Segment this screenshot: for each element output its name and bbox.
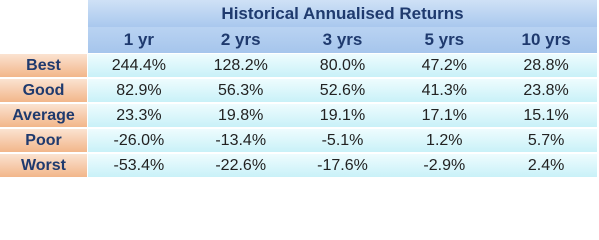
table-cell: 19.8% [189,104,292,128]
table-cell: -5.1% [291,129,394,153]
table-cell: 28.8% [495,54,597,78]
table-cell: 47.2% [393,54,496,78]
table-cell: -53.4% [88,154,190,178]
returns-table: Historical Annualised Returns 1 yr 2 yrs 3… [0,0,597,178]
table-cell: -26.0% [88,129,190,153]
table-cell: -17.6% [291,154,394,178]
row-label: Poor [0,129,87,153]
table-cell: 41.3% [393,79,496,103]
row-label: Best [0,54,87,78]
table-cell: 2.4% [495,154,597,178]
row-label: Good [0,79,87,103]
table-cell: 23.3% [88,104,190,128]
table-cell: -2.9% [393,154,496,178]
table-cell: 5.7% [495,129,597,153]
table-cell: 244.4% [88,54,190,78]
table-cell: -13.4% [189,129,292,153]
table-cell: 15.1% [495,104,597,128]
table-cell: 82.9% [88,79,190,103]
column-header: 10 yrs [495,27,597,53]
table-cell: 80.0% [291,54,394,78]
table-cell: 1.2% [393,129,496,153]
table-cell: 52.6% [291,79,394,103]
table-cell: 17.1% [393,104,496,128]
table-cell: 19.1% [291,104,394,128]
column-header: 3 yrs [291,27,394,53]
row-label: Average [0,104,87,128]
row-label: Worst [0,154,87,178]
column-header: 5 yrs [393,27,496,53]
table-cell: 128.2% [189,54,292,78]
table-cell: -22.6% [189,154,292,178]
table-title: Historical Annualised Returns [88,0,597,27]
column-header: 1 yr [88,27,190,53]
table-cell: 56.3% [189,79,292,103]
table-cell: 23.8% [495,79,597,103]
column-header: 2 yrs [189,27,292,53]
